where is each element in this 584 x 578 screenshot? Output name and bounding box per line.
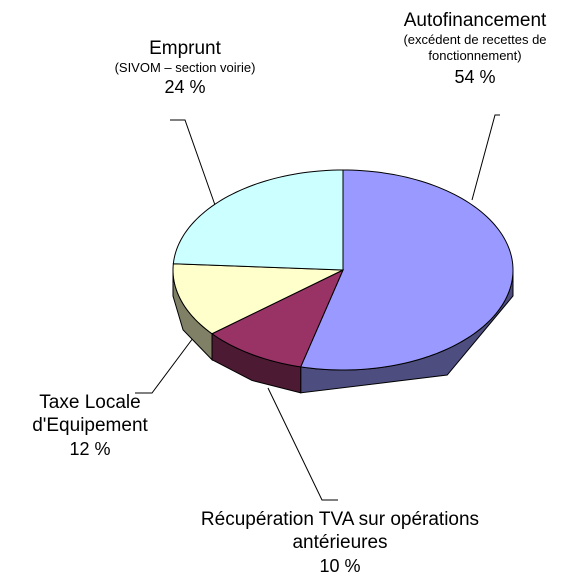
category-label: Taxe Locale d'Equipement	[32, 392, 148, 436]
category-label: Emprunt	[149, 38, 221, 59]
annotation: (excédent de recettes de fonctionnement)	[403, 32, 547, 63]
slice	[299, 169, 514, 371]
leader-line	[471, 114, 500, 201]
value-label: 12 %	[69, 439, 111, 459]
slice	[172, 263, 344, 335]
value-label: 24 %	[164, 77, 206, 97]
label-group: Emprunt (SIVOM – section voirie) 24 %	[60, 38, 310, 98]
value-label: 10 %	[319, 556, 361, 576]
leader-lines	[135, 114, 500, 501]
leader-line	[135, 321, 206, 394]
leader-line	[267, 387, 338, 501]
leader-line	[170, 119, 216, 206]
value-label: 54 %	[454, 67, 496, 87]
category-label: Récupération TVA sur opérations antérieu…	[200, 509, 480, 553]
pie	[172, 169, 514, 394]
label-group: Taxe Locale d'Equipement 12 %	[10, 391, 170, 461]
category-label: Autofinancement	[403, 10, 547, 31]
slice	[172, 169, 344, 271]
slice	[211, 268, 345, 368]
label-group: Autofinancement (excédent de recettes de…	[365, 10, 584, 88]
label-group: Récupération TVA sur opérations antérieu…	[200, 508, 480, 578]
annotation: (SIVOM – section voirie)	[114, 60, 256, 75]
